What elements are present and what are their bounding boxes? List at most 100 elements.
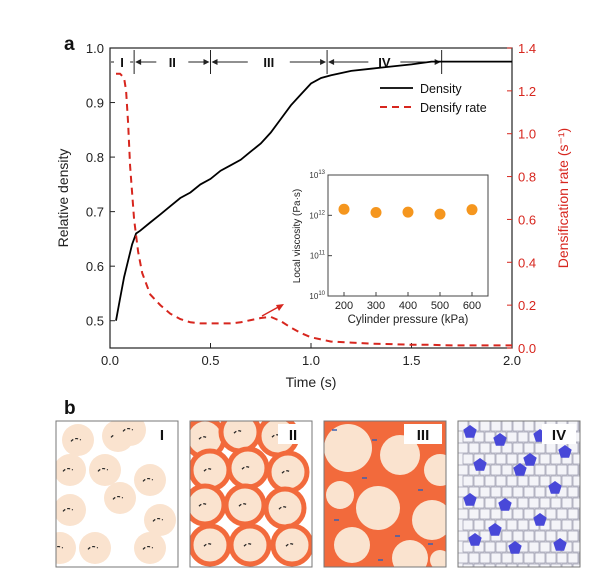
x-tick-label: 0.5 xyxy=(201,353,219,368)
y-tick-label: 1.0 xyxy=(86,41,104,56)
stage-label-iv-box: IV xyxy=(542,424,576,444)
x-axis-label: Time (s) xyxy=(286,374,337,390)
grain-cell xyxy=(567,486,579,498)
inset-x-label: Cylinder pressure (kPa) xyxy=(348,314,469,326)
grain-cell xyxy=(506,475,518,487)
grain-cell xyxy=(550,453,562,465)
particle xyxy=(270,523,312,567)
y-axis-left: 0.5 0.6 0.7 0.8 0.9 1.0 xyxy=(86,41,115,329)
grain-cell xyxy=(523,442,535,454)
grain-cell xyxy=(484,563,496,567)
y2-tick-label: 1.2 xyxy=(518,84,536,99)
grain-cell xyxy=(462,563,474,567)
grain-cell xyxy=(528,475,540,487)
grain-cell xyxy=(490,552,502,564)
grain xyxy=(513,463,527,476)
grain-cell xyxy=(479,508,491,520)
grain-cell xyxy=(584,520,594,530)
stage-i-frame xyxy=(55,420,179,568)
grain-cell xyxy=(523,486,535,498)
grain xyxy=(468,533,482,546)
inset-x-tick-label: 200 xyxy=(335,300,353,312)
y2-tick-label: 1.0 xyxy=(518,127,536,142)
pore-arc xyxy=(241,466,251,470)
grain-cell xyxy=(572,519,580,531)
grain-cell xyxy=(545,552,557,564)
y-tick-label: 0.6 xyxy=(86,259,104,274)
inset-x-tick-label: 500 xyxy=(431,300,449,312)
stage-iii-frame xyxy=(323,420,447,568)
particle xyxy=(62,424,94,456)
particle xyxy=(263,486,307,530)
grain-cell xyxy=(458,552,469,564)
grain-cell xyxy=(545,508,557,520)
stage-arrowhead xyxy=(320,59,327,65)
grain-cell xyxy=(578,442,580,454)
particle xyxy=(89,454,121,486)
pore-arc xyxy=(112,495,124,500)
grain-cell xyxy=(523,530,535,542)
particle xyxy=(392,540,428,567)
grain-cell xyxy=(534,442,546,454)
grain-cell xyxy=(506,431,518,443)
pore-arc xyxy=(56,545,64,549)
particle xyxy=(380,435,420,475)
grain-cell xyxy=(584,564,594,574)
grain-cell xyxy=(462,475,474,487)
stage-arrowhead xyxy=(203,59,210,65)
y2-tick-label: 0.2 xyxy=(518,298,536,313)
grain-cell xyxy=(490,508,502,520)
grain-cell xyxy=(523,508,535,520)
x-tick-label: 2.0 xyxy=(503,353,521,368)
grain-cell xyxy=(534,552,546,564)
grain xyxy=(553,538,567,551)
grain-cell xyxy=(578,508,580,520)
grain-cell xyxy=(528,563,540,567)
grain-cell xyxy=(512,530,524,542)
particle xyxy=(424,454,446,486)
pore-arc xyxy=(152,517,164,522)
pore-arc xyxy=(271,434,281,438)
stage-ii-frame xyxy=(189,420,313,568)
x-tick-label: 0.0 xyxy=(101,353,119,368)
grain-cell xyxy=(517,497,529,509)
grain-cell xyxy=(517,563,529,567)
y2-axis-label: Densification rate (s⁻¹) xyxy=(555,128,571,268)
grain-cell xyxy=(506,563,518,567)
particle xyxy=(218,421,262,454)
pore-arc xyxy=(278,506,288,510)
grain-cell xyxy=(539,475,551,487)
stage-label-i: I xyxy=(160,427,164,444)
grain-cell xyxy=(501,442,513,454)
grain-cell xyxy=(495,541,507,553)
inset-x-tick-label: 300 xyxy=(367,300,385,312)
grain-cell xyxy=(539,563,551,567)
grain xyxy=(463,425,477,438)
grain-cell xyxy=(479,530,491,542)
grain xyxy=(558,445,572,458)
grain-cell xyxy=(550,563,562,567)
grain-cell xyxy=(567,552,579,564)
inset-frame xyxy=(327,174,489,297)
grain-cell xyxy=(584,476,594,486)
inset-point xyxy=(338,203,350,215)
particle xyxy=(412,500,446,540)
pore-arc xyxy=(62,507,74,512)
grain-cell xyxy=(584,498,594,508)
grain-cell xyxy=(578,530,580,542)
pore-arc xyxy=(198,436,208,440)
grain xyxy=(473,458,487,471)
y-axis-right: 0.0 0.2 0.4 0.6 0.8 1.0 1.2 1.4 xyxy=(507,41,536,356)
grain-cell xyxy=(539,497,551,509)
inset-point xyxy=(434,208,446,220)
grain-cell xyxy=(468,442,480,454)
grain-cell xyxy=(556,464,568,476)
grain-cell xyxy=(550,497,562,509)
pore-arc xyxy=(97,467,109,472)
grain-cell xyxy=(523,421,535,432)
pore-arc xyxy=(198,503,208,507)
inset-y-tick-label: 1011 xyxy=(310,251,326,261)
pore-arc xyxy=(122,427,134,432)
stage-label-iii: III xyxy=(417,427,430,444)
stage-ii-image xyxy=(190,421,312,567)
